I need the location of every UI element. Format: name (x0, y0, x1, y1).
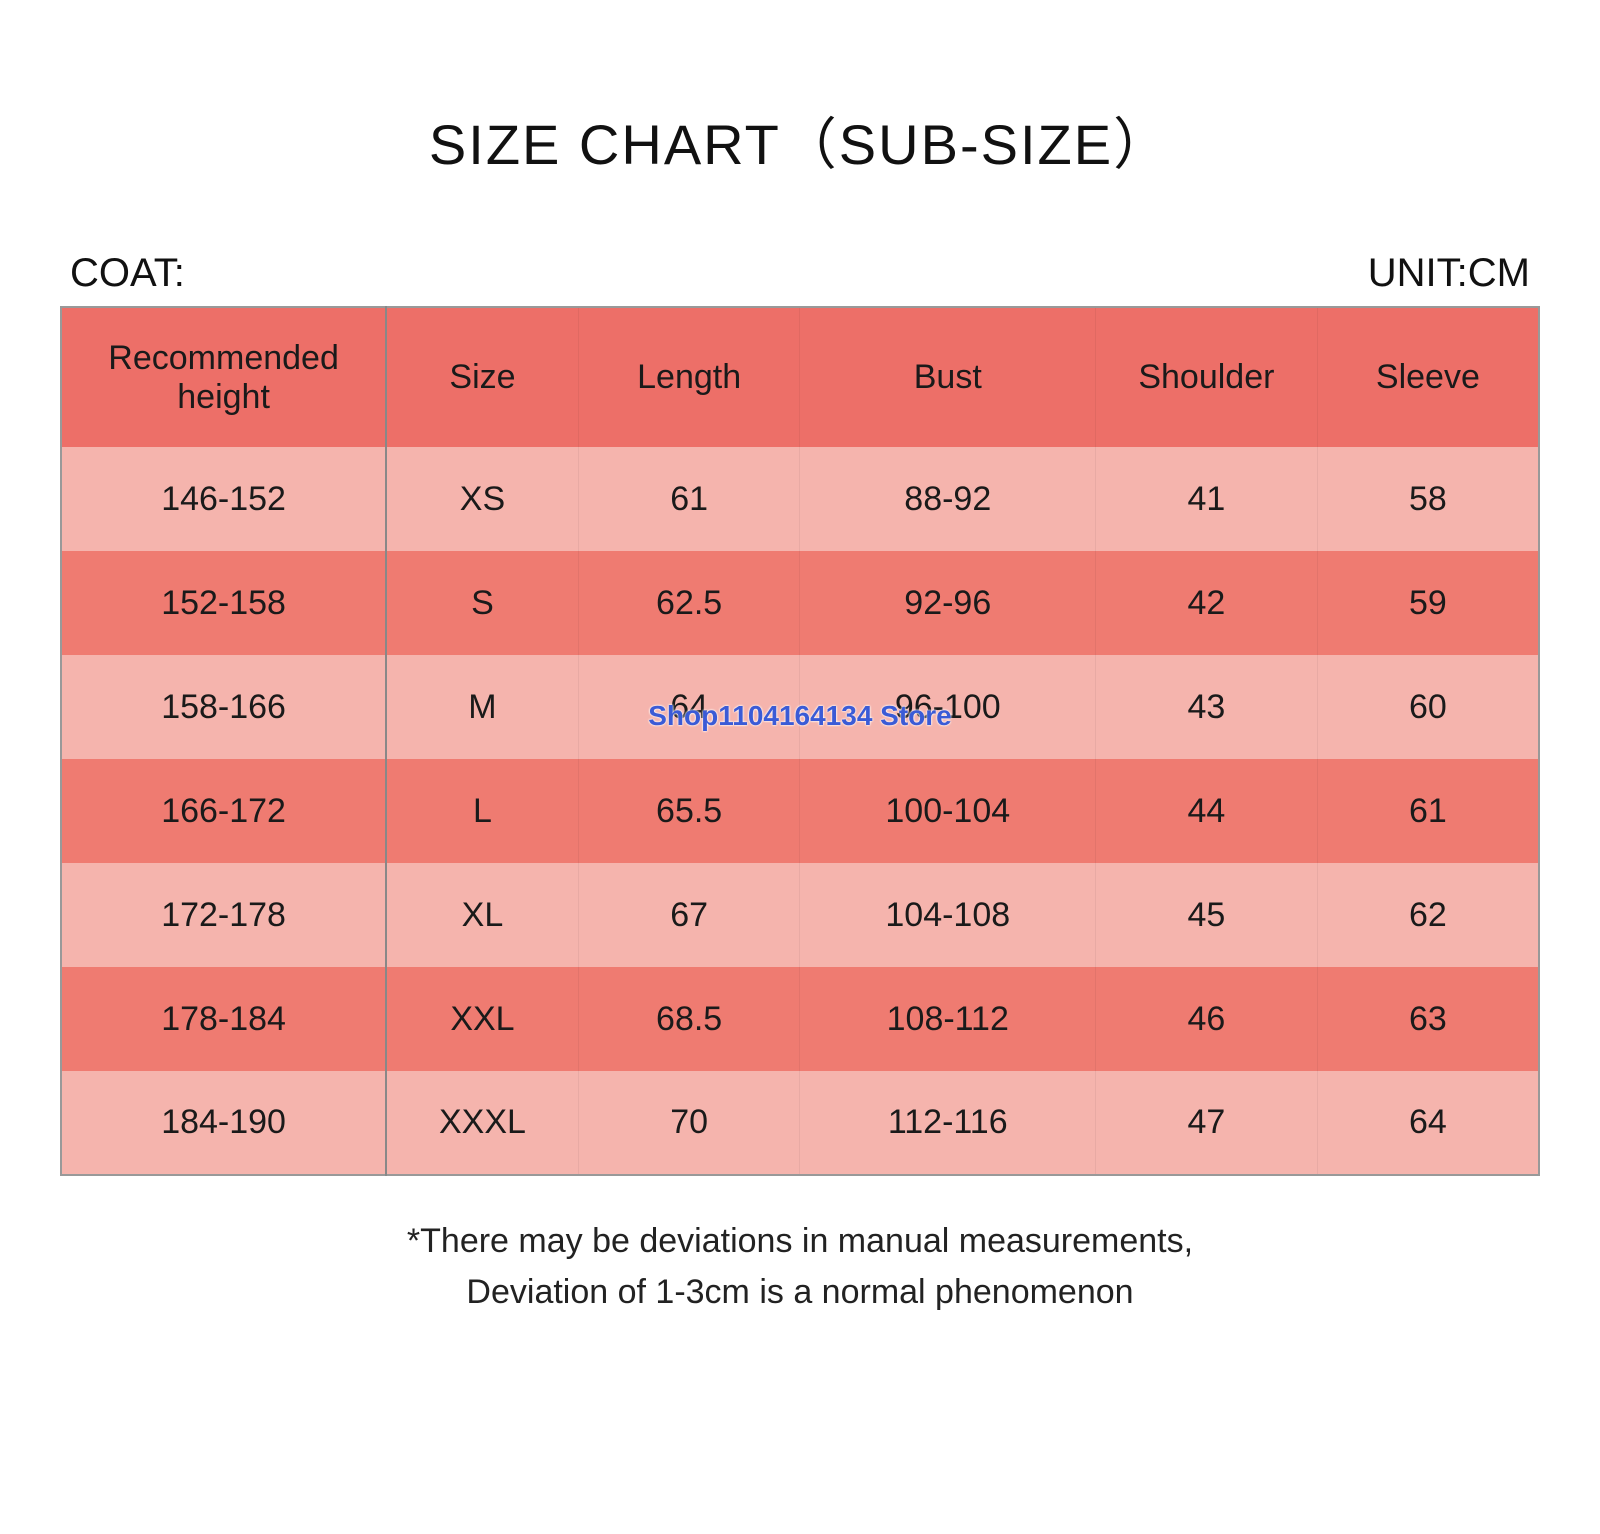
cell: 62 (1317, 863, 1539, 967)
footnote: *There may be deviations in manual measu… (60, 1216, 1540, 1318)
cell: 68.5 (578, 967, 800, 1071)
col-header-sleeve: Sleeve (1317, 307, 1539, 447)
cell: XXXL (386, 1071, 578, 1175)
cell: 70 (578, 1071, 800, 1175)
table-row: 184-190XXXL70112-1164764 (61, 1071, 1539, 1175)
table-header-row: Recommended height Size Length Bust Shou… (61, 307, 1539, 447)
cell: 96-100 (800, 655, 1096, 759)
cell: XS (386, 447, 578, 551)
table-row: 152-158S62.592-964259 (61, 551, 1539, 655)
cell: S (386, 551, 578, 655)
cell: 42 (1096, 551, 1318, 655)
cell: 44 (1096, 759, 1318, 863)
category-label: COAT: (70, 251, 185, 296)
cell: 65.5 (578, 759, 800, 863)
cell: 59 (1317, 551, 1539, 655)
cell: 43 (1096, 655, 1318, 759)
cell: 178-184 (61, 967, 386, 1071)
cell: 45 (1096, 863, 1318, 967)
meta-row: COAT: UNIT:CM (60, 251, 1540, 306)
cell: XL (386, 863, 578, 967)
cell: 184-190 (61, 1071, 386, 1175)
col-header-shoulder: Shoulder (1096, 307, 1318, 447)
cell: 152-158 (61, 551, 386, 655)
cell: 104-108 (800, 863, 1096, 967)
table-row: 158-166M6496-1004360 (61, 655, 1539, 759)
table-body: 146-152XS6188-924158152-158S62.592-96425… (61, 447, 1539, 1175)
cell: M (386, 655, 578, 759)
cell: 64 (1317, 1071, 1539, 1175)
cell: 46 (1096, 967, 1318, 1071)
size-table: Recommended height Size Length Bust Shou… (60, 306, 1540, 1176)
cell: 58 (1317, 447, 1539, 551)
cell: 172-178 (61, 863, 386, 967)
col-header-length: Length (578, 307, 800, 447)
cell: 112-116 (800, 1071, 1096, 1175)
unit-label: UNIT:CM (1368, 251, 1530, 296)
col-header-size: Size (386, 307, 578, 447)
cell: 92-96 (800, 551, 1096, 655)
cell: 41 (1096, 447, 1318, 551)
cell: 108-112 (800, 967, 1096, 1071)
cell: 47 (1096, 1071, 1318, 1175)
cell: 166-172 (61, 759, 386, 863)
cell: 64 (578, 655, 800, 759)
cell: 63 (1317, 967, 1539, 1071)
size-chart-wrapper: SIZE CHART（SUB-SIZE） COAT: UNIT:CM Recom… (0, 0, 1600, 1378)
col-header-height: Recommended height (61, 307, 386, 447)
cell: 61 (578, 447, 800, 551)
cell: 146-152 (61, 447, 386, 551)
cell: L (386, 759, 578, 863)
table-row: 146-152XS6188-924158 (61, 447, 1539, 551)
chart-title: SIZE CHART（SUB-SIZE） (60, 100, 1540, 181)
cell: 158-166 (61, 655, 386, 759)
cell: 100-104 (800, 759, 1096, 863)
table-row: 178-184XXL68.5108-1124663 (61, 967, 1539, 1071)
col-header-bust: Bust (800, 307, 1096, 447)
cell: 67 (578, 863, 800, 967)
cell: 60 (1317, 655, 1539, 759)
cell: 61 (1317, 759, 1539, 863)
footnote-line1: *There may be deviations in manual measu… (407, 1222, 1193, 1260)
table-row: 172-178XL67104-1084562 (61, 863, 1539, 967)
cell: 62.5 (578, 551, 800, 655)
table-row: 166-172L65.5100-1044461 (61, 759, 1539, 863)
footnote-line2: Deviation of 1-3cm is a normal phenomeno… (466, 1273, 1133, 1311)
cell: XXL (386, 967, 578, 1071)
cell: 88-92 (800, 447, 1096, 551)
